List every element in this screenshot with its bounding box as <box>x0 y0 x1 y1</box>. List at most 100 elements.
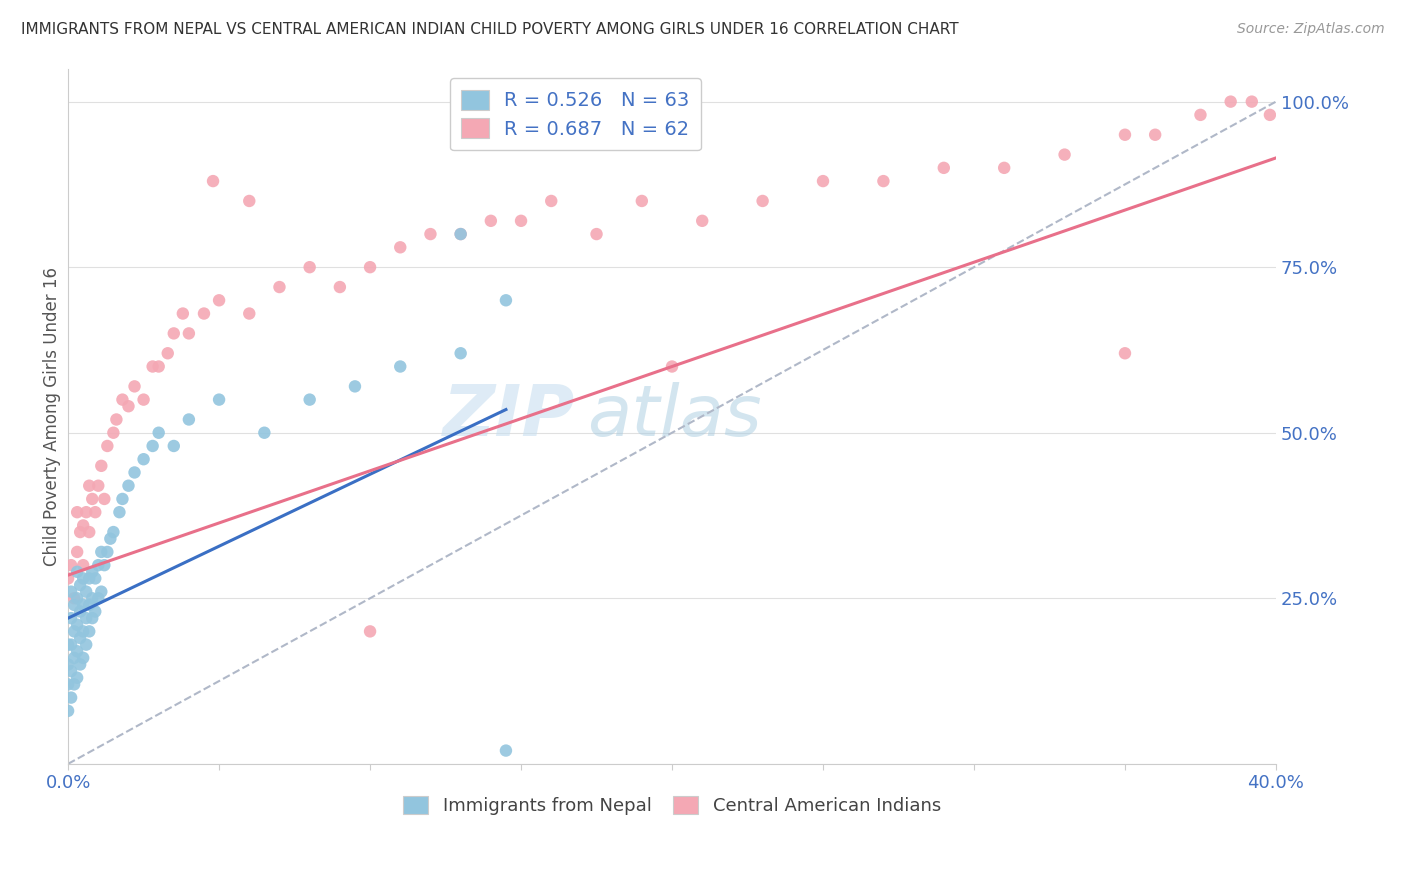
Point <box>1053 147 1076 161</box>
Point <box>124 379 146 393</box>
Point <box>72 651 94 665</box>
Text: ZIP: ZIP <box>443 382 575 450</box>
Point <box>298 260 321 275</box>
Point <box>60 638 83 652</box>
Text: atlas: atlas <box>588 382 762 450</box>
Point <box>142 439 165 453</box>
Point <box>495 743 517 757</box>
Point <box>60 558 83 573</box>
Point <box>63 598 86 612</box>
Point <box>82 491 104 506</box>
Point <box>111 491 134 506</box>
Point <box>124 466 146 480</box>
Point <box>82 565 104 579</box>
Point <box>93 558 115 573</box>
Point <box>142 359 165 374</box>
Point <box>163 326 186 341</box>
Point <box>103 425 125 440</box>
Point <box>148 425 170 440</box>
Point <box>111 392 134 407</box>
Point <box>238 306 260 320</box>
Point <box>63 624 86 639</box>
Point <box>479 214 502 228</box>
Point <box>66 565 89 579</box>
Point <box>630 194 652 208</box>
Point <box>811 174 834 188</box>
Point <box>389 359 412 374</box>
Point <box>93 491 115 506</box>
Point <box>72 518 94 533</box>
Point <box>177 412 200 426</box>
Point <box>1189 108 1212 122</box>
Point <box>66 644 89 658</box>
Point <box>69 631 91 645</box>
Point <box>90 545 112 559</box>
Text: Source: ZipAtlas.com: Source: ZipAtlas.com <box>1237 22 1385 37</box>
Point <box>163 439 186 453</box>
Point <box>1219 95 1241 109</box>
Point <box>66 505 89 519</box>
Point <box>1240 95 1263 109</box>
Point <box>56 704 79 718</box>
Point <box>84 605 107 619</box>
Point <box>132 452 155 467</box>
Point <box>87 591 110 606</box>
Point <box>84 505 107 519</box>
Point <box>60 664 83 678</box>
Point <box>132 392 155 407</box>
Point <box>108 505 131 519</box>
Point <box>1114 128 1136 142</box>
Point <box>69 578 91 592</box>
Point <box>177 326 200 341</box>
Point <box>75 638 97 652</box>
Point <box>77 571 100 585</box>
Point <box>298 392 321 407</box>
Point <box>82 591 104 606</box>
Legend: Immigrants from Nepal, Central American Indians: Immigrants from Nepal, Central American … <box>394 787 950 824</box>
Point <box>69 605 91 619</box>
Point <box>1258 108 1281 122</box>
Point <box>156 346 179 360</box>
Point <box>87 558 110 573</box>
Point <box>66 617 89 632</box>
Y-axis label: Child Poverty Among Girls Under 16: Child Poverty Among Girls Under 16 <box>44 267 60 566</box>
Point <box>585 227 607 241</box>
Point <box>69 524 91 539</box>
Point <box>269 280 291 294</box>
Point <box>60 611 83 625</box>
Point <box>389 240 412 254</box>
Point <box>510 214 533 228</box>
Point <box>1144 128 1167 142</box>
Point <box>993 161 1015 175</box>
Point <box>872 174 894 188</box>
Point <box>60 690 83 705</box>
Point <box>238 194 260 208</box>
Point <box>90 584 112 599</box>
Point <box>63 651 86 665</box>
Point <box>77 479 100 493</box>
Point <box>75 505 97 519</box>
Point <box>75 584 97 599</box>
Point <box>98 532 121 546</box>
Point <box>90 458 112 473</box>
Point <box>329 280 352 294</box>
Point <box>96 545 118 559</box>
Point <box>690 214 713 228</box>
Point <box>60 584 83 599</box>
Point <box>751 194 773 208</box>
Point <box>450 227 472 241</box>
Point <box>343 379 366 393</box>
Point <box>96 439 118 453</box>
Point <box>87 479 110 493</box>
Point <box>172 306 194 320</box>
Point <box>72 624 94 639</box>
Point <box>193 306 215 320</box>
Point <box>105 412 128 426</box>
Point <box>359 624 381 639</box>
Point <box>661 359 683 374</box>
Point <box>1114 346 1136 360</box>
Point <box>208 392 231 407</box>
Point <box>75 611 97 625</box>
Point <box>359 260 381 275</box>
Point <box>103 524 125 539</box>
